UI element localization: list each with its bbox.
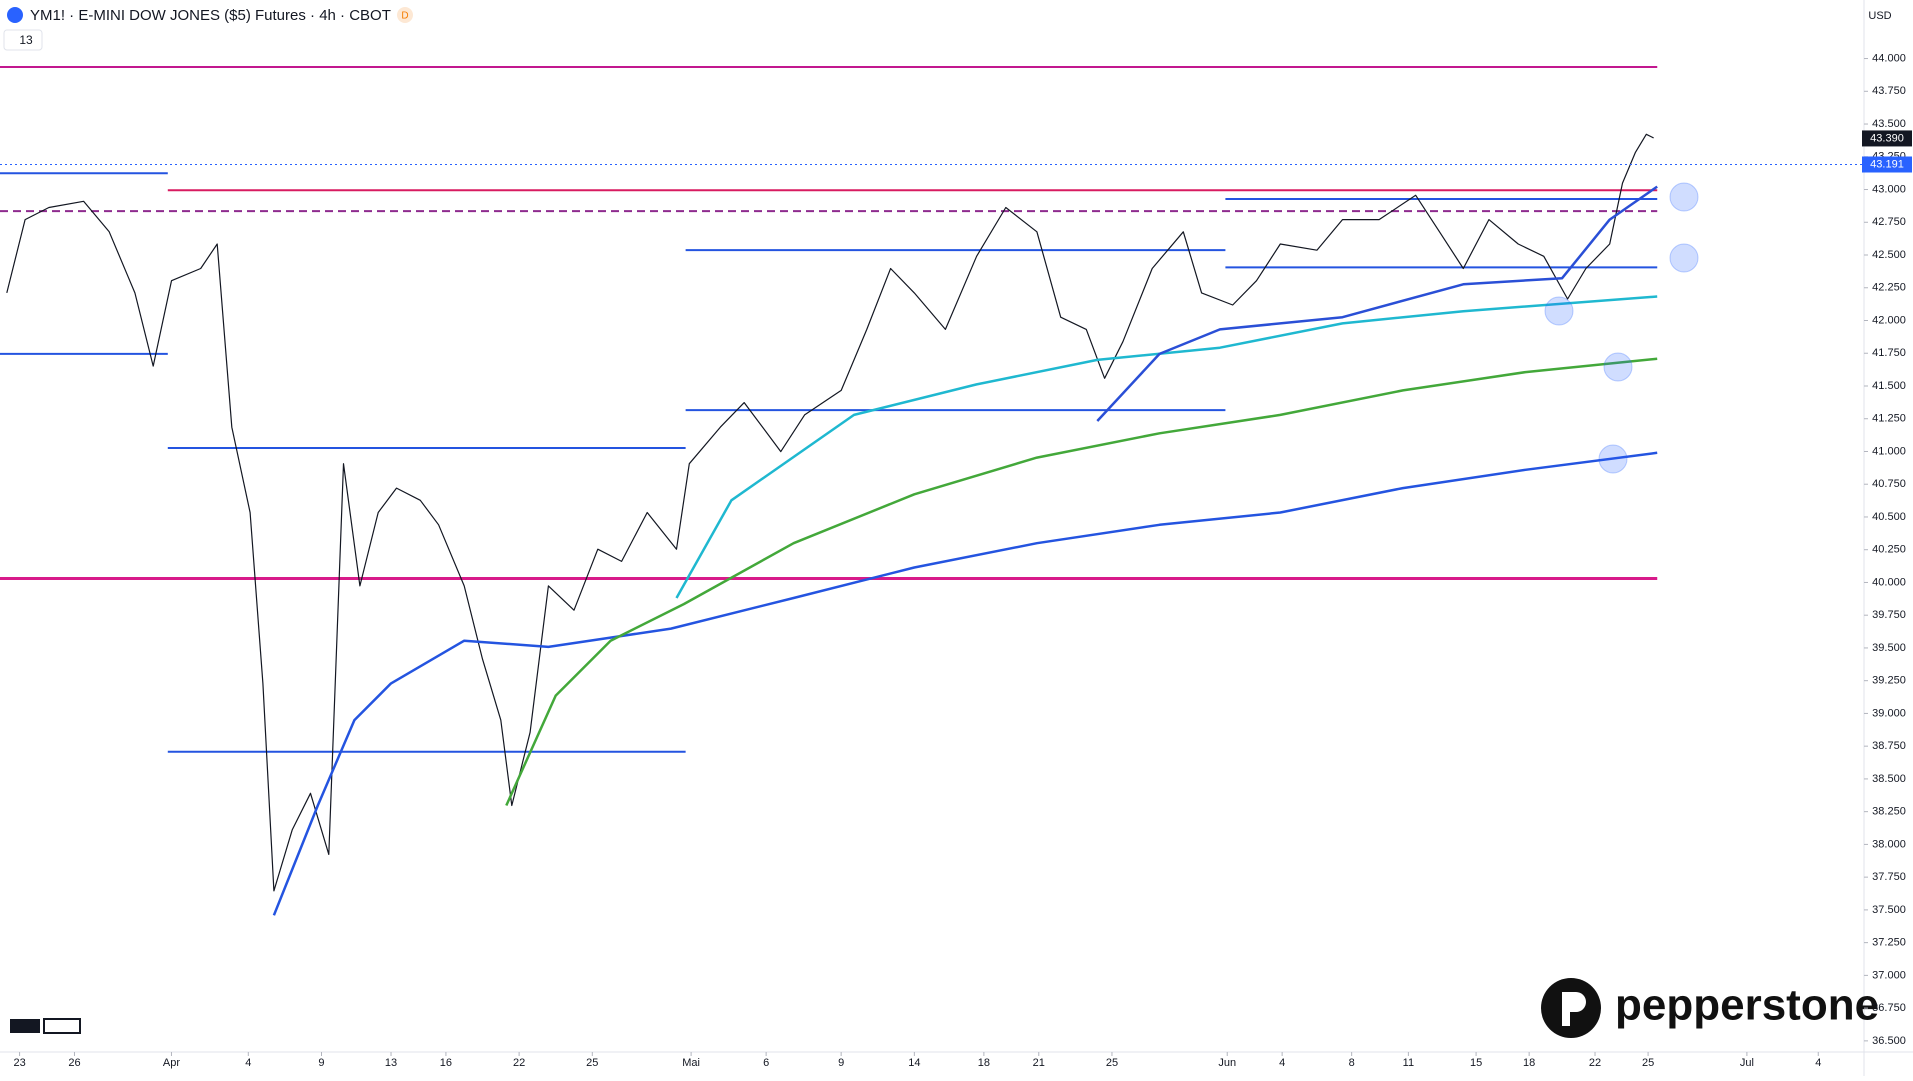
- x-tick-label: 23: [13, 1057, 25, 1069]
- y-tick-label: 40.750: [1872, 478, 1906, 490]
- x-tick-label: 9: [838, 1057, 844, 1069]
- annotation-circle: [1603, 352, 1633, 382]
- x-tick-label: 13: [385, 1057, 397, 1069]
- y-tick-label: 41.000: [1872, 445, 1906, 457]
- y-tick-label: 43.500: [1872, 118, 1906, 130]
- tv-mark: [10, 1019, 40, 1033]
- y-tick-label: 41.500: [1872, 380, 1906, 392]
- price-line: [6, 133, 1654, 892]
- x-tick-label: 26: [68, 1057, 80, 1069]
- indicator-toggle[interactable]: [3, 29, 43, 51]
- annotation-circle: [1544, 296, 1574, 326]
- annotation-circles: [1544, 182, 1699, 474]
- y-tick-label: 37.250: [1872, 937, 1906, 949]
- y-tick-label: 39.500: [1872, 642, 1906, 654]
- prev-close-label: 43.191: [1870, 158, 1904, 170]
- x-tick-label: 18: [978, 1057, 990, 1069]
- x-tick-label: 4: [245, 1057, 251, 1069]
- brand-name: pepperstone: [1615, 981, 1879, 1030]
- y-tick-label: 42.500: [1872, 249, 1906, 261]
- moving-average: [505, 357, 1658, 807]
- y-tick-label: 38.000: [1872, 838, 1906, 850]
- y-tick-label: 44.000: [1872, 52, 1906, 64]
- x-tick-label: 21: [1033, 1057, 1045, 1069]
- moving-average: [272, 451, 1658, 916]
- tv-pro: [43, 1018, 81, 1034]
- x-tick-label: Jun: [1218, 1057, 1236, 1069]
- y-tick-label: 42.750: [1872, 216, 1906, 228]
- y-tick-label: 37.750: [1872, 871, 1906, 883]
- x-tick-label: 9: [318, 1057, 324, 1069]
- tradingview-logo: [10, 1018, 81, 1034]
- y-tick-label: 42.250: [1872, 282, 1906, 294]
- x-tick-label: Mai: [682, 1057, 700, 1069]
- plot-area: [0, 66, 1864, 916]
- indicator-count: 13: [19, 33, 33, 47]
- y-tick-label: 37.500: [1872, 904, 1906, 916]
- y-tick-label: 38.250: [1872, 806, 1906, 818]
- x-tick-label: 16: [440, 1057, 452, 1069]
- y-tick-label: 40.250: [1872, 544, 1906, 556]
- x-tick-label: 8: [1349, 1057, 1355, 1069]
- currency: USD: [1868, 10, 1891, 22]
- x-tick-label: 22: [513, 1057, 525, 1069]
- y-tick-label: 39.750: [1872, 609, 1906, 621]
- x-tick-label: 14: [908, 1057, 920, 1069]
- x-tick-label: 4: [1279, 1057, 1285, 1069]
- brand-logo: pepperstone: [1541, 978, 1879, 1038]
- x-tick-label: 15: [1470, 1057, 1482, 1069]
- annotation-circle: [1669, 243, 1699, 273]
- x-tick-label: 25: [586, 1057, 598, 1069]
- moving-average: [675, 295, 1658, 599]
- y-tick-label: 38.750: [1872, 740, 1906, 752]
- y-tick-label: 37.000: [1872, 969, 1906, 981]
- x-tick-label: 25: [1642, 1057, 1654, 1069]
- x-tick-label: 18: [1523, 1057, 1535, 1069]
- y-tick-label: 43.000: [1872, 183, 1906, 195]
- y-tick-label: 40.500: [1872, 511, 1906, 523]
- y-tick-label: 41.750: [1872, 347, 1906, 359]
- moving-average: [1096, 185, 1658, 422]
- y-tick-label: 40.000: [1872, 576, 1906, 588]
- x-tick-label: 25: [1106, 1057, 1118, 1069]
- annotation-circle: [1598, 444, 1628, 474]
- badge: D: [401, 11, 408, 22]
- y-tick-label: 42.000: [1872, 314, 1906, 326]
- x-tick-label: Jul: [1740, 1057, 1754, 1069]
- x-tick-label: 11: [1403, 1057, 1414, 1069]
- last-price-box: [1862, 130, 1912, 147]
- badge-circle: [397, 7, 413, 23]
- brand-icon-p: [1562, 992, 1586, 1026]
- x-tick-label: 22: [1589, 1057, 1601, 1069]
- annotation-circle: [1669, 182, 1699, 212]
- y-tick-label: 39.000: [1872, 707, 1906, 719]
- chart-title: YM1! · E-MINI DOW JONES ($5) Futures · 4…: [30, 7, 391, 24]
- y-tick-label: 39.250: [1872, 675, 1906, 687]
- x-tick-label: 4: [1815, 1057, 1821, 1069]
- last-price-label: 43.390: [1870, 132, 1904, 144]
- y-tick-label: 38.500: [1872, 773, 1906, 785]
- x-tick-label: 6: [763, 1057, 769, 1069]
- symbol-icon: [7, 7, 23, 23]
- x-tick-label: Apr: [163, 1057, 180, 1069]
- y-tick-label: 36.750: [1872, 1002, 1906, 1014]
- y-tick-label: 36.500: [1872, 1035, 1906, 1047]
- prev-close-box: [1862, 156, 1912, 173]
- y-tick-label: 41.250: [1872, 413, 1906, 425]
- y-tick-label: 43.750: [1872, 85, 1906, 97]
